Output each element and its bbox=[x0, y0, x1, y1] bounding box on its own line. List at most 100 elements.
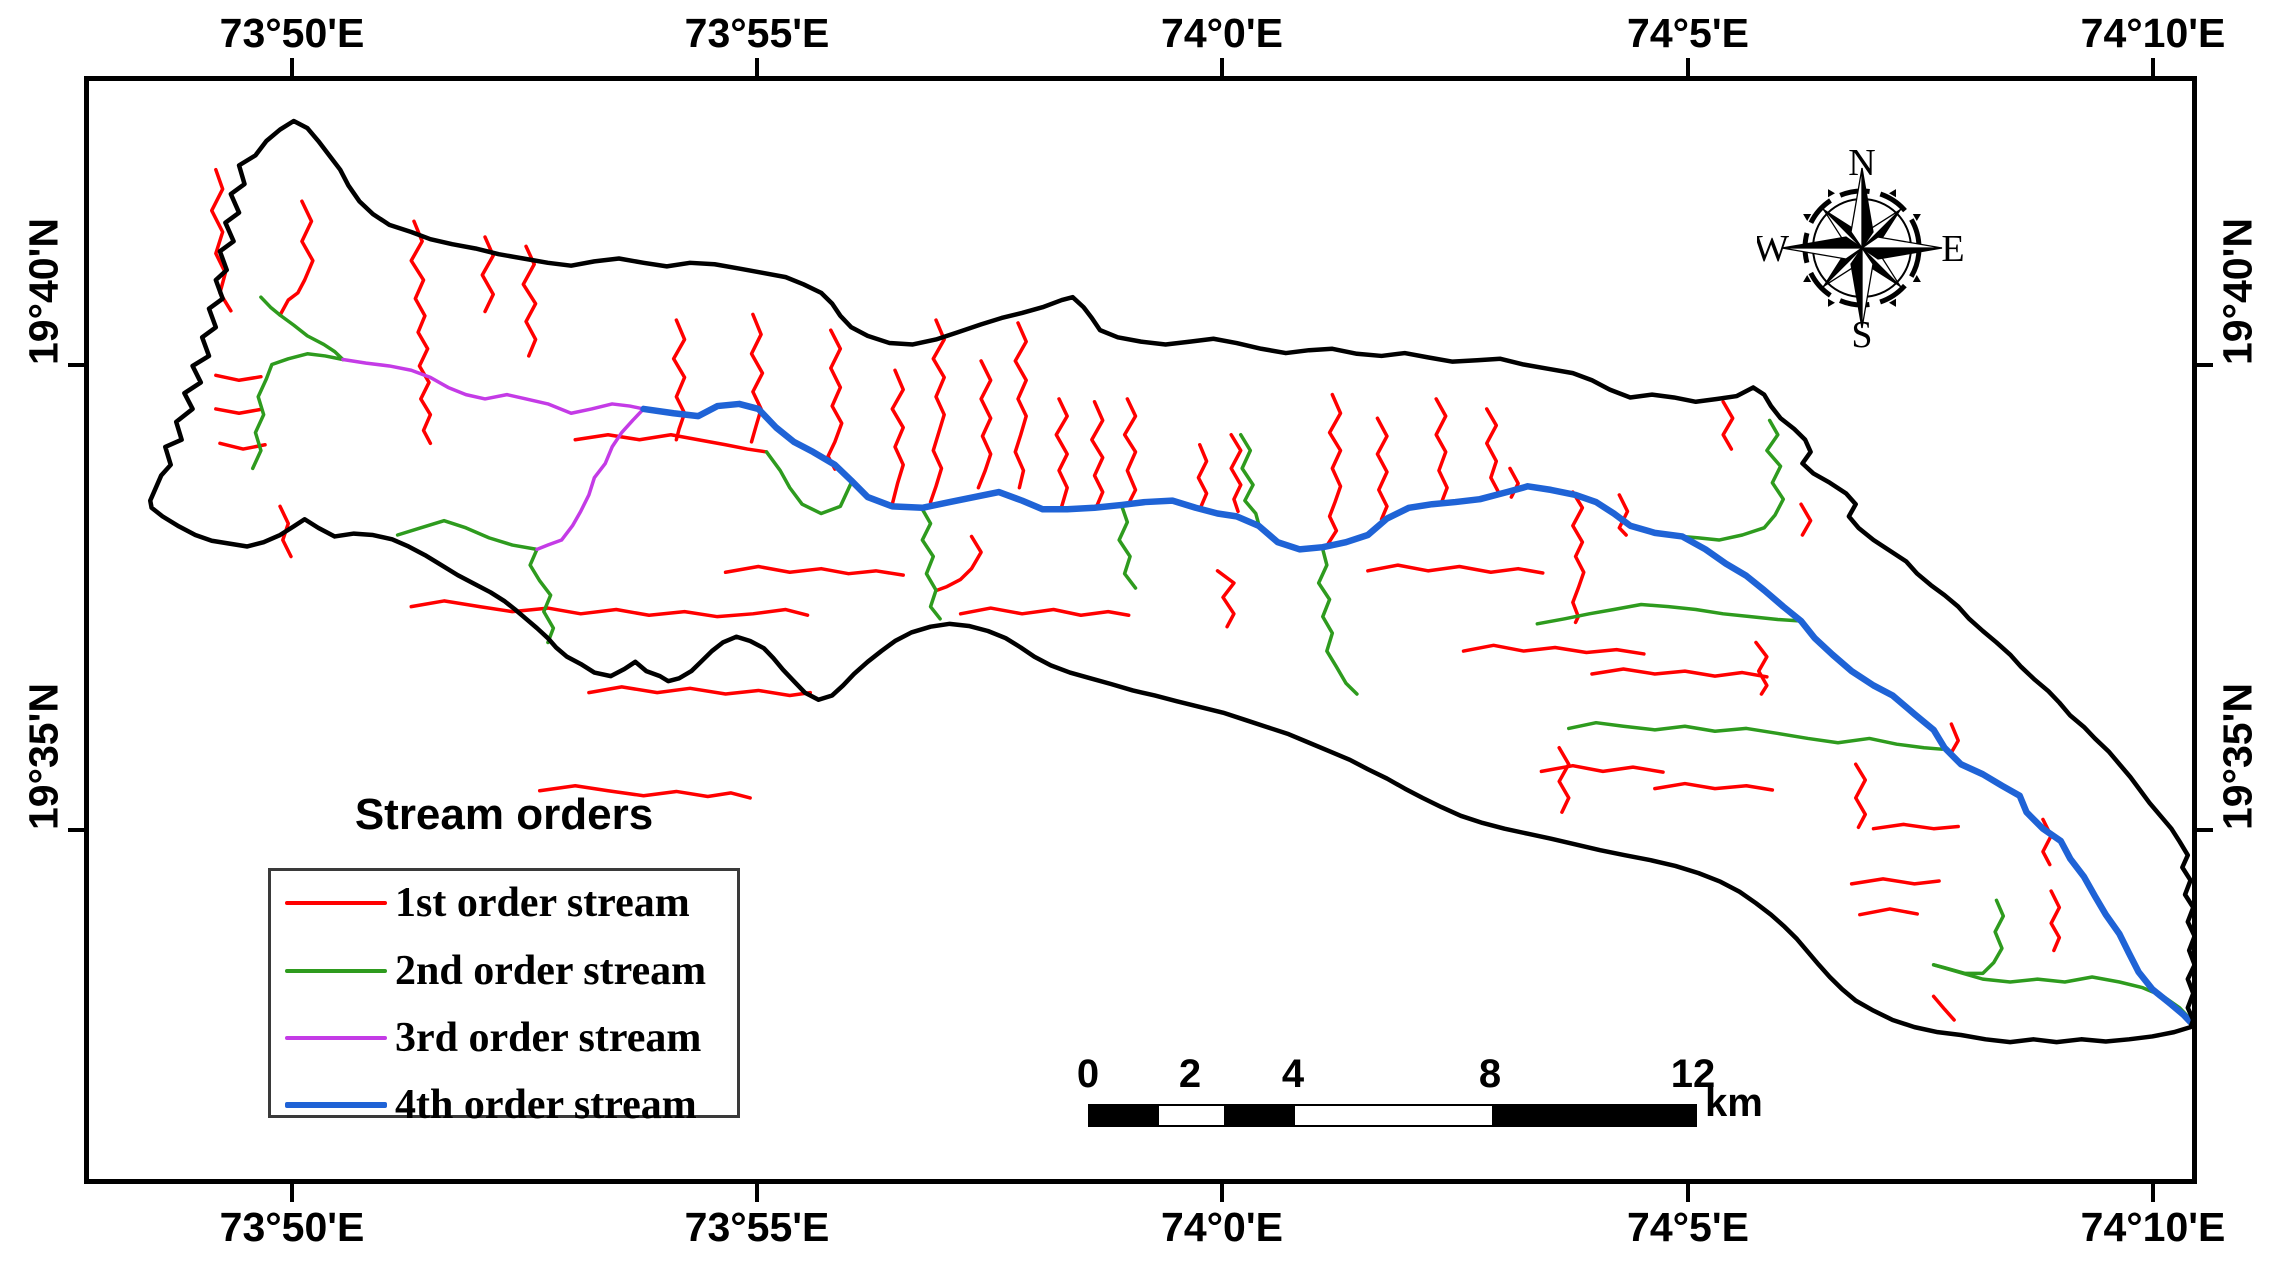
graticule-tick bbox=[1220, 1184, 1224, 1202]
graticule-tick bbox=[1686, 1184, 1690, 1202]
stream-order-2 bbox=[1241, 435, 1259, 524]
stream-order-2 bbox=[253, 354, 343, 469]
stream-order-1 bbox=[1125, 399, 1136, 501]
stream-order-1 bbox=[1723, 402, 1733, 449]
stream-order-1 bbox=[1377, 418, 1387, 519]
stream-order-1 bbox=[1592, 669, 1767, 677]
map-canvas bbox=[86, 78, 2196, 1184]
stream-order-1 bbox=[1092, 402, 1103, 505]
scalebar-unit: km bbox=[1705, 1081, 1763, 1125]
stream-order-1 bbox=[1573, 492, 1584, 622]
compass-tick bbox=[1803, 275, 1812, 282]
stream-order-1 bbox=[892, 370, 903, 504]
stream-order-3 bbox=[537, 409, 644, 549]
stream-order-1 bbox=[1860, 909, 1917, 915]
lon-label-bottom: 74°10'E bbox=[2080, 1204, 2226, 1250]
scalebar-number: 2 bbox=[1178, 1052, 1202, 1096]
lon-label-top: 74°5'E bbox=[1627, 10, 1749, 56]
stream-order-1 bbox=[1801, 504, 1811, 535]
stream-order-2 bbox=[1319, 549, 1357, 694]
legend-item-label: 1st order stream bbox=[395, 880, 690, 926]
stream-order-1 bbox=[1541, 766, 1663, 772]
stream-order-2 bbox=[1119, 506, 1135, 588]
lon-label-top: 74°10'E bbox=[2080, 10, 2226, 56]
legend-item-label: 4th order stream bbox=[395, 1082, 697, 1128]
stream-order-2 bbox=[261, 297, 343, 359]
stream-order-1 bbox=[589, 687, 810, 696]
stream-order-2 bbox=[1934, 900, 2004, 973]
lon-label-bottom: 73°50'E bbox=[219, 1204, 365, 1250]
graticule-tick bbox=[2197, 828, 2213, 832]
stream-order-3 bbox=[343, 360, 644, 414]
stream-order-2 bbox=[922, 509, 940, 619]
scalebar-segment bbox=[1492, 1106, 1695, 1125]
scalebar-segment bbox=[1090, 1106, 1159, 1125]
compass-tick bbox=[1889, 298, 1896, 307]
stream-order-2 bbox=[1682, 420, 1783, 540]
compass-tick bbox=[1889, 189, 1896, 198]
stream-order-1 bbox=[931, 320, 945, 502]
graticule-tick bbox=[2151, 1184, 2155, 1202]
compass-s: S bbox=[1851, 314, 1872, 353]
stream-order-1 bbox=[1856, 764, 1866, 827]
legend-line-sample bbox=[285, 1036, 387, 1040]
scalebar-segment bbox=[1159, 1106, 1224, 1125]
watershed-boundary bbox=[150, 121, 2194, 1042]
stream-order-1 bbox=[1218, 571, 1234, 627]
lon-label-bottom: 74°5'E bbox=[1627, 1204, 1749, 1250]
stream-order-1 bbox=[1464, 645, 1644, 654]
graticule-tick bbox=[1686, 58, 1690, 76]
stream-order-2 bbox=[1569, 723, 1942, 750]
scalebar-number: 4 bbox=[1281, 1052, 1305, 1096]
stream-order-2 bbox=[767, 452, 852, 514]
stream-order-1 bbox=[674, 320, 685, 440]
legend-line-sample bbox=[285, 969, 387, 973]
legend-item-label: 2nd order stream bbox=[395, 948, 707, 994]
stream-order-1 bbox=[2051, 891, 2059, 950]
stream-order-1 bbox=[1559, 748, 1569, 812]
stream-order-1 bbox=[1368, 565, 1543, 573]
graticule-tick bbox=[290, 1184, 294, 1202]
stream-order-1 bbox=[575, 435, 766, 452]
graticule-tick bbox=[290, 58, 294, 76]
stream-order-1 bbox=[220, 443, 265, 449]
stream-order-1 bbox=[1487, 409, 1498, 491]
stream-order-1 bbox=[752, 314, 763, 442]
stream-order-1 bbox=[1852, 879, 1939, 884]
stream-order-1 bbox=[1198, 445, 1206, 507]
stream-order-1 bbox=[828, 330, 842, 469]
compass-tick bbox=[1828, 298, 1835, 307]
stream-order-1 bbox=[1756, 642, 1767, 694]
compass-star-point bbox=[1859, 236, 1943, 249]
stream-order-1 bbox=[726, 567, 904, 576]
stream-order-1 bbox=[280, 201, 313, 315]
compass-star-point bbox=[1861, 245, 1874, 329]
legend-title: Stream orders bbox=[354, 790, 654, 839]
legend-item-label: 3rd order stream bbox=[395, 1015, 702, 1061]
graticule-tick bbox=[68, 828, 84, 832]
scalebar bbox=[1088, 1104, 1697, 1127]
stream-order-1 bbox=[216, 409, 260, 413]
graticule-tick bbox=[68, 363, 84, 367]
stream-order-1 bbox=[411, 221, 430, 443]
compass-tick bbox=[1803, 214, 1812, 221]
stream-order-1 bbox=[1015, 323, 1026, 488]
lon-label-top: 74°0'E bbox=[1161, 10, 1283, 56]
scalebar-number: 8 bbox=[1478, 1052, 1502, 1096]
legend-box: 1st order stream 2nd order stream 3rd or… bbox=[268, 868, 740, 1128]
stream-order-1 bbox=[1056, 399, 1067, 506]
graticule-tick bbox=[2151, 58, 2155, 76]
stream-order-1 bbox=[411, 601, 807, 617]
stream-order-1 bbox=[961, 608, 1129, 615]
stream-order-1 bbox=[216, 375, 261, 380]
stream-order-1 bbox=[1328, 395, 1340, 544]
stream-order-1 bbox=[1655, 784, 1773, 790]
lon-label-top: 73°55'E bbox=[684, 10, 830, 56]
graticule-tick bbox=[1220, 58, 1224, 76]
graticule-tick bbox=[2197, 363, 2213, 367]
stream-order-1 bbox=[937, 536, 981, 590]
lon-label-bottom: 73°55'E bbox=[684, 1204, 830, 1250]
stream-order-1 bbox=[1231, 435, 1241, 512]
compass-w: W bbox=[1757, 228, 1789, 270]
lon-label-top: 73°50'E bbox=[219, 10, 365, 56]
